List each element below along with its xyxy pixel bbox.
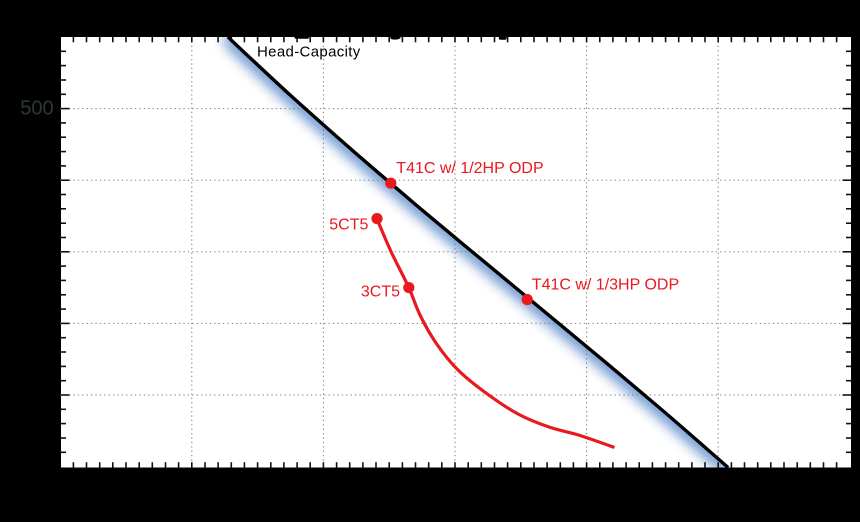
svg-text:Head-Capacity: Head-Capacity: [257, 43, 361, 60]
svg-text:3CT5: 3CT5: [361, 284, 400, 301]
svg-text:T41C w/ 1/2HP ODP: T41C w/ 1/2HP ODP: [396, 160, 543, 177]
svg-text:5CT5: 5CT5: [329, 216, 368, 233]
svg-text:T41C w/ 1/3HP ODP: T41C w/ 1/3HP ODP: [532, 277, 679, 294]
svg-text:500: 500: [20, 98, 53, 120]
